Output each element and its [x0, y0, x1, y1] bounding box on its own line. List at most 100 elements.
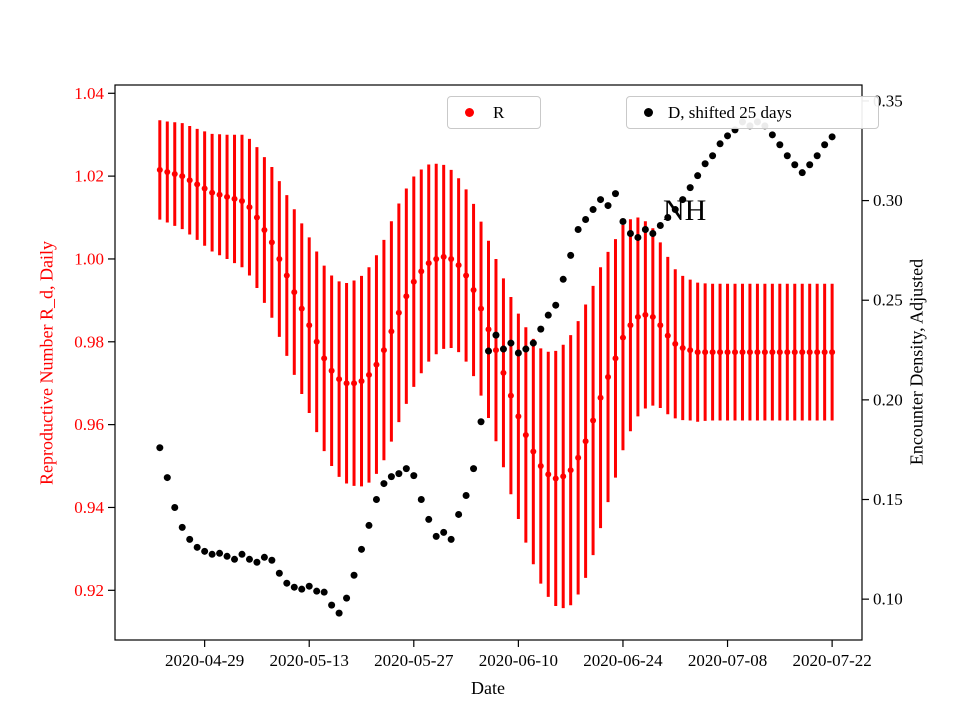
d-point: [619, 218, 627, 226]
r-point: [829, 349, 836, 356]
d-point: [425, 515, 433, 523]
r-point: [201, 185, 208, 192]
d-point: [537, 325, 545, 333]
r-point: [433, 255, 440, 262]
r-point: [537, 463, 544, 470]
d-point: [462, 492, 470, 500]
d-point: [313, 587, 321, 595]
right-tick-label: 0.10: [873, 590, 903, 609]
left-tick-label: 0.98: [74, 332, 104, 351]
r-point: [500, 369, 507, 376]
d-point: [193, 543, 201, 551]
r-point: [194, 181, 201, 188]
r-point: [156, 166, 163, 173]
d-point: [171, 503, 179, 511]
d-point: [828, 133, 836, 141]
r-point: [425, 260, 432, 267]
d-point: [455, 510, 463, 518]
r-point: [679, 345, 686, 352]
x-axis-label: Date: [471, 678, 505, 698]
legend-r-label: R: [493, 102, 505, 122]
annotation-nh: NH: [663, 194, 707, 227]
r-point: [814, 349, 821, 356]
d-point: [664, 214, 672, 222]
d-point: [768, 131, 776, 139]
r-point: [380, 347, 387, 354]
d-point: [709, 152, 717, 160]
r-point: [799, 349, 806, 356]
r-point: [732, 349, 739, 356]
d-point: [245, 555, 253, 563]
d-point: [671, 206, 679, 214]
r-point: [440, 253, 447, 260]
left-tick-label: 1.00: [74, 249, 104, 268]
r-point: [365, 371, 372, 378]
r-point: [171, 171, 178, 178]
r-point: [769, 349, 776, 356]
d-point: [641, 225, 649, 233]
d-point: [156, 444, 164, 452]
r-point: [702, 349, 709, 356]
d-point: [582, 216, 590, 224]
r-point: [470, 287, 477, 294]
right-tick-label: 0.20: [873, 390, 903, 409]
d-point: [343, 594, 351, 602]
r-point: [238, 197, 245, 204]
d-point: [626, 229, 634, 237]
r-point: [403, 293, 410, 300]
r-point: [582, 438, 589, 445]
d-point: [522, 345, 530, 353]
x-tick-label: 2020-06-10: [479, 651, 558, 670]
r-point: [560, 473, 567, 480]
r-point: [694, 349, 701, 356]
x-tick-label: 2020-05-27: [374, 651, 454, 670]
d-point: [201, 547, 209, 555]
d-point: [350, 571, 358, 579]
d-point: [529, 339, 537, 347]
right-tick-label: 0.30: [873, 191, 903, 210]
r-point: [791, 349, 798, 356]
r-point: [545, 471, 552, 478]
r-point: [283, 272, 290, 279]
legend-r: R: [447, 96, 541, 129]
d-point: [208, 550, 216, 558]
plot-frame: [114, 84, 863, 641]
d-point: [275, 569, 283, 577]
r-point: [672, 340, 679, 347]
d-point: [567, 251, 575, 259]
r-point: [612, 355, 619, 362]
y-axis-label-left: Reproductive Number R_d, Daily: [36, 241, 57, 485]
d-point: [813, 152, 821, 160]
d-point: [163, 474, 171, 482]
d-point: [320, 588, 328, 596]
d-point: [514, 349, 522, 357]
d-point: [417, 496, 425, 504]
r-point: [619, 334, 626, 341]
r-point: [485, 326, 492, 333]
r-point: [313, 338, 320, 345]
d-point: [238, 550, 246, 558]
right-tick-label: 0.15: [873, 490, 903, 509]
r-point: [395, 309, 402, 316]
r-point: [179, 173, 186, 180]
r-point: [746, 349, 753, 356]
r-point: [373, 361, 380, 368]
d-point: [798, 169, 806, 177]
r-point: [336, 376, 343, 383]
d-point: [791, 161, 799, 169]
r-point: [343, 380, 350, 387]
left-tick-label: 0.94: [74, 498, 104, 517]
legend-d: D, shifted 25 days: [626, 96, 879, 129]
d-point: [328, 601, 336, 609]
r-point: [388, 328, 395, 335]
r-point: [253, 214, 260, 221]
r-point: [597, 394, 604, 401]
r-point: [515, 413, 522, 420]
r-point: [784, 349, 791, 356]
d-point: [186, 535, 194, 543]
right-tick-label: 0.35: [873, 91, 903, 110]
r-point: [649, 313, 656, 320]
d-point: [283, 579, 291, 587]
d-point: [724, 132, 732, 140]
